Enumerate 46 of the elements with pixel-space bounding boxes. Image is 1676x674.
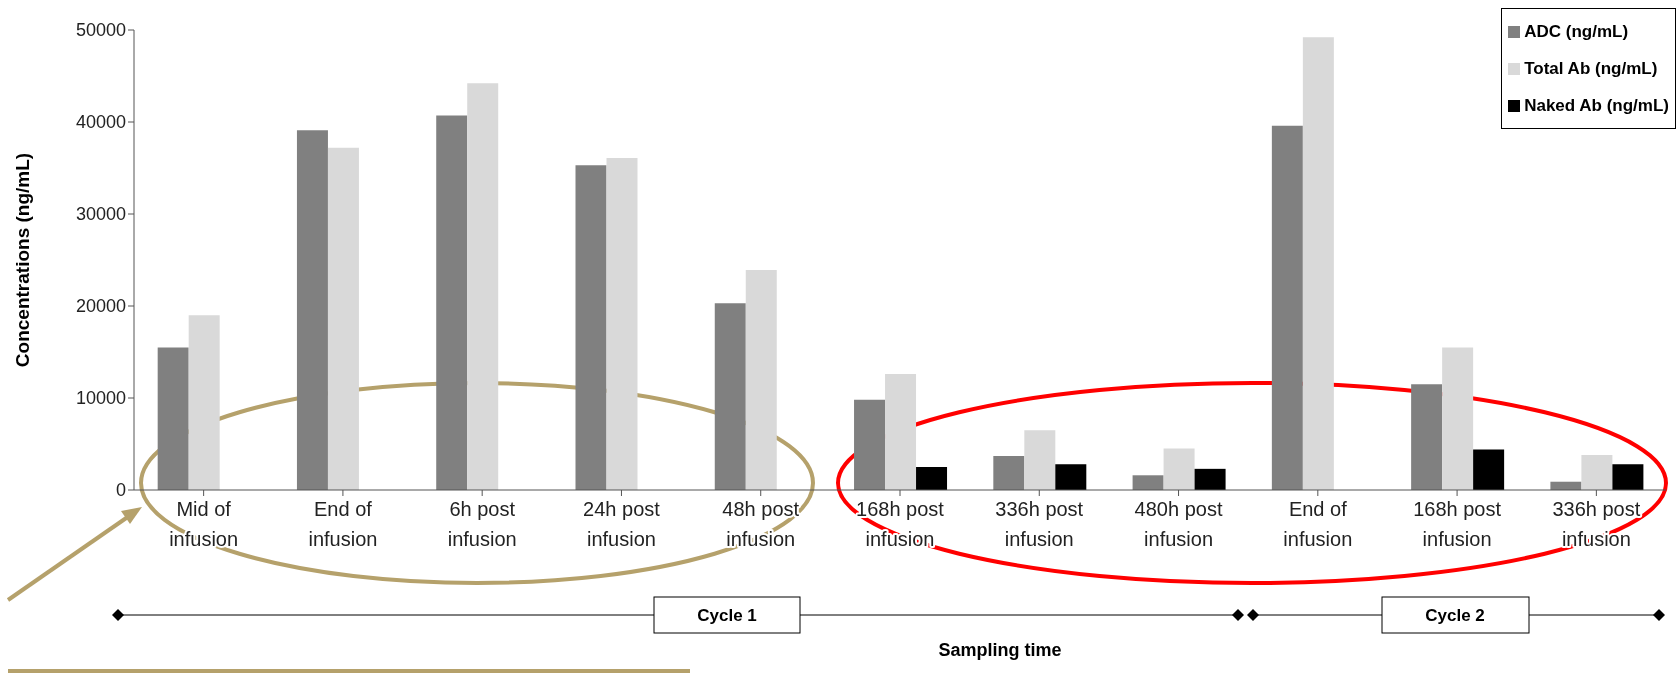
bar [854, 399, 886, 490]
y-tick-label: 30000 [75, 204, 126, 225]
x-tick-label: End of infusion [308, 498, 378, 550]
y-tick-label: 50000 [75, 20, 126, 41]
bar [1302, 37, 1334, 490]
bar [1024, 430, 1056, 490]
bar [885, 374, 917, 490]
bar [1473, 449, 1505, 490]
bar [1194, 468, 1226, 490]
bar [157, 347, 189, 490]
x-tick-label: 480h post infusion [1134, 498, 1223, 550]
x-tick-label: 24h post infusion [583, 498, 661, 550]
bar [745, 270, 777, 490]
y-axis-title: Concentrations (ng/mL) [11, 152, 33, 368]
bar [1163, 448, 1195, 490]
bar [188, 315, 220, 490]
bar [1581, 455, 1613, 490]
bar [714, 303, 746, 490]
bar [327, 147, 359, 490]
bar [436, 115, 468, 490]
y-tick-label: 10000 [75, 388, 126, 409]
text: Cycle 1 [697, 606, 757, 625]
x-axis-title: Sampling time [938, 640, 1062, 660]
bar [1411, 384, 1443, 490]
bar [467, 83, 499, 490]
bar [993, 455, 1025, 490]
bar [1442, 347, 1474, 490]
x-tick-label: 168h post infusion [1413, 498, 1502, 550]
bar [916, 467, 948, 490]
x-tick-label: 336h post infusion [995, 498, 1084, 550]
bar [296, 130, 328, 490]
bar [606, 157, 638, 490]
bar [1055, 464, 1087, 490]
legend-label: Total Ab (ng/mL) [1523, 58, 1659, 80]
x-tick-label: 6h post infusion [447, 498, 517, 550]
bar [1612, 464, 1644, 490]
y-tick-label: 40000 [75, 112, 126, 133]
text: Cycle 2 [1425, 606, 1485, 625]
bar [1271, 125, 1303, 490]
y-tick-label: 0 [115, 480, 126, 501]
y-tick-label: 20000 [75, 296, 126, 317]
bar [1132, 475, 1164, 490]
x-tick-label: End of infusion [1283, 498, 1353, 550]
legend-label: Naked Ab (ng/mL) [1523, 95, 1669, 117]
bar [575, 165, 607, 490]
legend-label: ADC (ng/mL) [1523, 21, 1630, 43]
